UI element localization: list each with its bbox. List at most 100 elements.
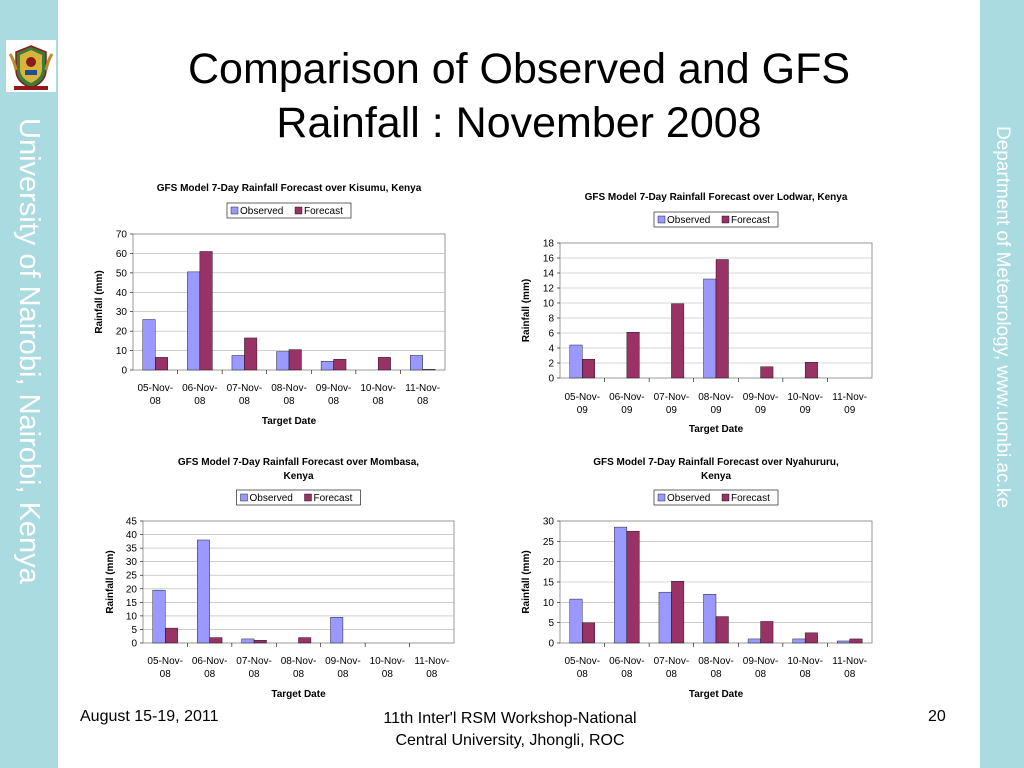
legend-swatch [304, 493, 312, 502]
y-tick-label: 25 [543, 537, 555, 548]
legend-box [653, 489, 779, 506]
x-tick-label: 08 [293, 669, 305, 680]
y-tick-label: 15 [543, 578, 555, 589]
legend-box [653, 211, 779, 228]
legend-entry: Forecast [314, 493, 353, 504]
y-tick-label: 35 [126, 544, 138, 555]
bar-forecast [715, 616, 729, 644]
legend-box [226, 202, 352, 219]
x-tick-label: 08 [239, 396, 251, 407]
y-tick-label: 70 [116, 230, 128, 241]
x-tick-label: 08 [577, 669, 589, 680]
bar-forecast [422, 369, 436, 371]
chart-title: Kenya [283, 471, 313, 482]
y-tick-label: 4 [548, 344, 554, 355]
x-tick-label: 07-Nov- [654, 392, 690, 403]
y-tick-label: 30 [116, 307, 128, 318]
x-tick-label: 11-Nov- [405, 383, 440, 394]
x-tick-label: 08 [382, 669, 394, 680]
legend-swatch [230, 206, 239, 215]
x-tick-label: 06-Nov- [609, 656, 645, 667]
y-tick-label: 0 [131, 639, 137, 650]
x-tick-label: 07-Nov- [654, 656, 690, 667]
bar-forecast [804, 362, 818, 379]
x-tick-label: 11-Nov- [832, 392, 867, 403]
bar-observed [703, 278, 717, 379]
y-tick-label: 25 [126, 571, 138, 582]
chart-title: Kenya [701, 471, 731, 482]
footer-event-line-2: Central University, Jhongli, ROC [395, 732, 625, 749]
legend-entry: Observed [240, 206, 283, 217]
chart-4: GFS Model 7-Day Rainfall Forecast over N… [521, 457, 873, 700]
y-tick-label: 10 [543, 299, 555, 310]
y-tick-label: 40 [116, 288, 128, 299]
x-tick-label: 11-Nov- [414, 656, 449, 667]
x-tick-label: 10-Nov- [370, 656, 406, 667]
x-tick-label: 09 [666, 405, 678, 416]
x-tick-label: 09-Nov- [325, 656, 361, 667]
y-axis-label: Rainfall (mm) [94, 270, 105, 333]
bar-forecast [209, 637, 223, 644]
slide-title-line-2: Rainfall : November 2008 [276, 99, 762, 147]
slide-title-line-1: Comparison of Observed and GFS [187, 45, 851, 93]
chart-title: GFS Model 7-Day Rainfall Forecast over N… [593, 457, 839, 468]
x-tick-label: 05-Nov- [564, 656, 600, 667]
x-tick-label: 08 [755, 669, 767, 680]
y-tick-label: 15 [126, 598, 138, 609]
x-tick-label: 09 [844, 405, 856, 416]
y-tick-label: 20 [543, 557, 555, 568]
y-tick-label: 18 [543, 239, 555, 250]
legend-entry: Observed [667, 215, 710, 226]
y-tick-label: 30 [543, 517, 555, 528]
bar-forecast [626, 530, 640, 644]
x-tick-label: 10-Nov- [787, 656, 823, 667]
legend-entry: Forecast [731, 215, 770, 226]
x-tick-label: 09-Nov- [316, 383, 352, 394]
y-axis-label: Rainfall (mm) [521, 550, 532, 613]
x-tick-label: 08 [373, 396, 385, 407]
x-tick-label: 08 [800, 669, 812, 680]
bar-observed [152, 589, 166, 644]
x-axis-label: Target Date [689, 689, 744, 700]
chart-3: GFS Model 7-Day Rainfall Forecast over M… [105, 457, 455, 700]
slide-title: Comparison of Observed and GFS Rainfall … [60, 42, 978, 150]
chart-title: GFS Model 7-Day Rainfall Forecast over M… [178, 457, 419, 468]
bar-forecast [804, 632, 818, 644]
x-tick-label: 08 [328, 396, 340, 407]
y-tick-label: 30 [126, 557, 138, 568]
footer-event: 11th Inter'l RSM Workshop-National Centr… [330, 708, 690, 752]
x-tick-label: 09 [621, 405, 633, 416]
x-tick-label: 08 [710, 669, 722, 680]
bar-forecast [760, 366, 774, 379]
page-number: 20 [928, 708, 946, 725]
bar-observed [658, 591, 672, 644]
x-tick-label: 06-Nov- [609, 392, 645, 403]
y-tick-label: 2 [548, 359, 554, 370]
bar-observed [241, 638, 255, 644]
bar-observed [320, 361, 334, 371]
right-side-bar [980, 0, 1024, 768]
x-tick-label: 09 [800, 405, 812, 416]
y-tick-label: 50 [116, 268, 128, 279]
x-axis-label: Target Date [689, 424, 744, 435]
bar-observed [276, 351, 290, 371]
bar-observed [703, 594, 717, 644]
legend-entry: Forecast [731, 493, 770, 504]
left-side-bar [0, 0, 58, 768]
x-tick-label: 09 [577, 405, 589, 416]
x-tick-label: 08 [417, 396, 429, 407]
chart-2: GFS Model 7-Day Rainfall Forecast over L… [521, 192, 873, 435]
y-axis-label: Rainfall (mm) [105, 550, 116, 613]
y-axis-label: Rainfall (mm) [521, 279, 532, 342]
x-tick-label: 08-Nov- [698, 392, 734, 403]
x-tick-label: 08 [150, 396, 162, 407]
x-tick-label: 08-Nov- [271, 383, 307, 394]
bar-forecast [760, 621, 774, 644]
x-tick-label: 09 [755, 405, 767, 416]
x-tick-label: 09 [710, 405, 722, 416]
bar-forecast [155, 357, 168, 371]
x-tick-label: 09-Nov- [743, 656, 779, 667]
bar-observed [747, 638, 761, 644]
x-tick-label: 10-Nov- [360, 383, 396, 394]
